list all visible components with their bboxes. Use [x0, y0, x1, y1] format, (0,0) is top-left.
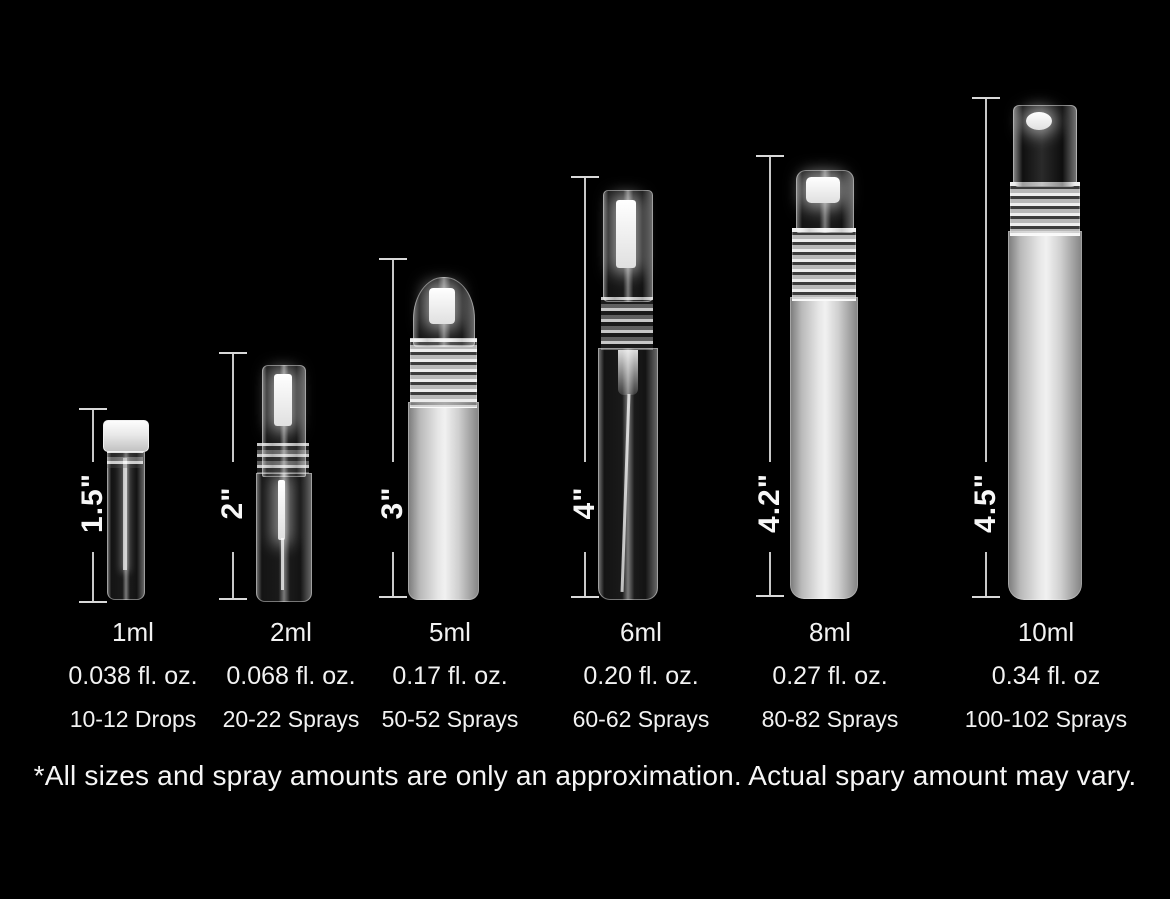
- sprays-label: 60-62 Sprays: [572, 706, 710, 732]
- volume-label: 10ml: [1017, 617, 1075, 647]
- height-label: 3": [376, 486, 409, 520]
- measure-line: [92, 410, 94, 462]
- volume-label: 6ml: [620, 617, 662, 647]
- measure-line: [392, 260, 394, 462]
- height-measure-6ml: 4": [568, 176, 601, 598]
- bottle-body: [790, 297, 858, 599]
- bottle-neck-ring: [107, 450, 143, 468]
- height-measure-1ml: 1.5": [76, 408, 109, 603]
- floz-label: 0.17 fl. oz.: [392, 662, 508, 690]
- bottle-body: [408, 402, 479, 600]
- label-column-10ml: 10ml 0.34 fl. oz 100-102 Sprays: [936, 616, 1156, 734]
- measure-line: [985, 99, 987, 462]
- height-label: 4.2": [753, 473, 786, 533]
- bottle-body: [1008, 231, 1082, 600]
- measure-tick: [756, 155, 784, 157]
- floz-label: 0.34 fl. oz: [991, 662, 1101, 690]
- pump-stem: [278, 480, 285, 540]
- measure-line: [985, 552, 987, 596]
- label-column-2ml: 2ml 0.068 fl. oz. 20-22 Sprays: [181, 616, 401, 734]
- sprays-label: 20-22 Sprays: [222, 706, 360, 732]
- measure-line: [232, 552, 234, 598]
- measure-line: [584, 552, 586, 596]
- measure-line: [584, 178, 586, 462]
- floz-label: 0.068 fl. oz.: [226, 662, 356, 690]
- measure-tick: [972, 596, 1000, 598]
- height-measure-5ml: 3": [376, 258, 409, 598]
- measure-tick: [972, 97, 1000, 99]
- height-measure-2ml: 2": [216, 352, 249, 600]
- measure-tick: [571, 176, 599, 178]
- sprays-label: 10-12 Drops: [69, 706, 197, 732]
- measure-line: [769, 552, 771, 595]
- applicator-stick: [123, 458, 127, 570]
- pump-cone: [618, 350, 638, 395]
- height-label: 1.5": [76, 473, 109, 533]
- measure-tick: [756, 595, 784, 597]
- sprays-label: 50-52 Sprays: [381, 706, 519, 732]
- bottle-collar: [1010, 182, 1080, 236]
- height-measure-8ml: 4.2": [753, 155, 786, 597]
- bottle-collar: [601, 297, 653, 350]
- spray-actuator: [806, 177, 840, 203]
- measure-line: [392, 552, 394, 596]
- height-label: 2": [216, 486, 249, 520]
- measure-line: [232, 354, 234, 462]
- sprays-label: 80-82 Sprays: [761, 706, 899, 732]
- measure-line: [92, 552, 94, 601]
- measure-tick: [571, 596, 599, 598]
- measure-tick: [79, 601, 107, 603]
- height-measure-10ml: 4.5": [969, 97, 1002, 598]
- bottle-collar: [792, 228, 856, 301]
- measure-tick: [79, 408, 107, 410]
- label-column-8ml: 8ml 0.27 fl. oz. 80-82 Sprays: [720, 616, 940, 734]
- bottle-cap: [103, 420, 149, 452]
- dip-tube: [281, 538, 284, 590]
- volume-label: 1ml: [112, 617, 154, 647]
- volume-label: 2ml: [270, 617, 312, 647]
- volume-label: 8ml: [809, 617, 851, 647]
- label-column-5ml: 5ml 0.17 fl. oz. 50-52 Sprays: [340, 616, 560, 734]
- height-label: 4.5": [969, 473, 1002, 533]
- floz-label: 0.038 fl. oz.: [68, 662, 198, 690]
- measure-tick: [219, 598, 247, 600]
- sprays-label: 100-102 Sprays: [964, 706, 1128, 732]
- floz-label: 0.27 fl. oz.: [772, 662, 888, 690]
- spray-actuator: [429, 288, 455, 324]
- disclaimer-text: *All sizes and spray amounts are only an…: [33, 760, 1137, 791]
- spray-actuator: [274, 374, 292, 426]
- spray-actuator: [616, 200, 636, 268]
- measure-line: [769, 157, 771, 462]
- floz-label: 0.20 fl. oz.: [583, 662, 699, 690]
- measure-tick: [219, 352, 247, 354]
- measure-tick: [379, 596, 407, 598]
- measure-tick: [379, 258, 407, 260]
- label-column-1ml: 1ml 0.038 fl. oz. 10-12 Drops: [23, 616, 243, 734]
- bottle-collar: [410, 338, 477, 408]
- spray-nozzle: [1026, 112, 1052, 130]
- height-label: 4": [568, 486, 601, 520]
- label-column-6ml: 6ml 0.20 fl. oz. 60-62 Sprays: [531, 616, 751, 734]
- bottle-collar: [257, 443, 309, 474]
- volume-label: 5ml: [429, 617, 471, 647]
